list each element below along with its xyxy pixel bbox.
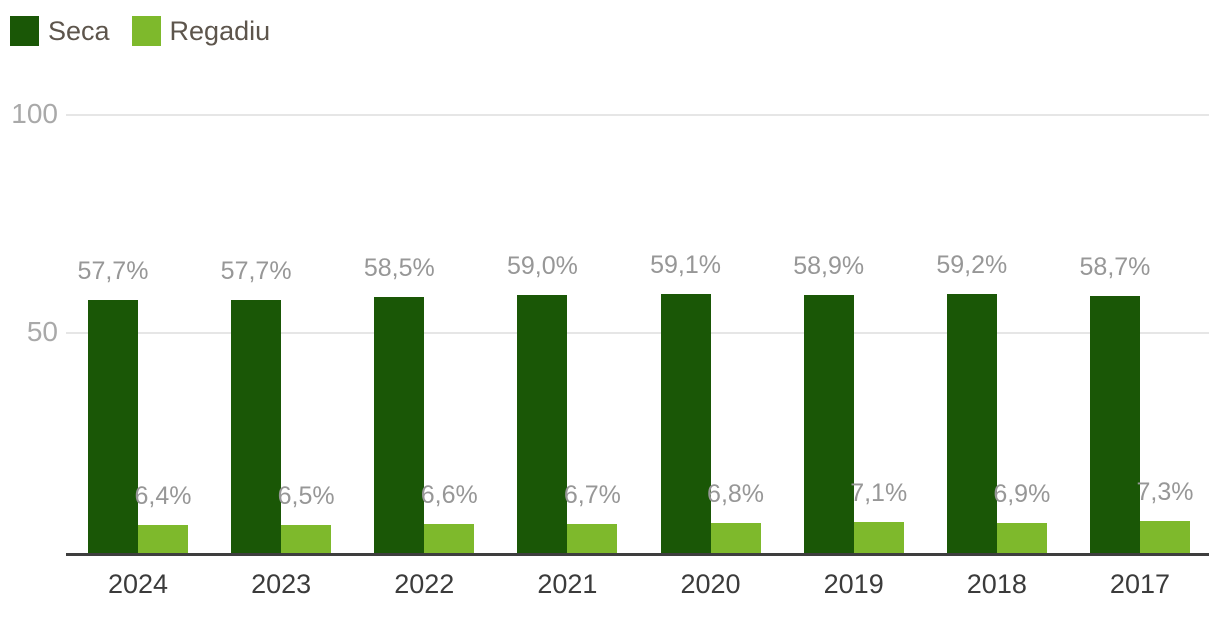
gridline-50	[66, 332, 1209, 334]
bar-regadiu-2020[interactable]	[710, 523, 761, 553]
value-label-seca-2022: 58,5%	[363, 253, 435, 282]
bar-seca-2020[interactable]	[660, 294, 711, 553]
bar-regadiu-2018[interactable]	[996, 522, 1047, 553]
value-label-regadiu-2023: 6,5%	[277, 481, 335, 510]
x-tick-2024: 2024	[107, 569, 169, 599]
x-tick-2017: 2017	[1109, 569, 1170, 599]
bar-regadiu-2022[interactable]	[424, 524, 475, 553]
x-tick-2021: 2021	[537, 569, 598, 599]
legend-item-regadiu[interactable]: Regadiu	[131, 15, 271, 46]
y-tick-100: 100	[11, 98, 58, 129]
gridline-100	[66, 114, 1209, 116]
bar-regadiu-2023[interactable]	[281, 524, 332, 553]
legend: Seca Regadiu	[10, 16, 270, 46]
x-tick-2019: 2019	[823, 569, 884, 599]
x-tick-2022: 2022	[394, 569, 455, 599]
x-tick-2023: 2023	[251, 569, 312, 599]
value-label-seca-2017: 58,7%	[1079, 252, 1151, 281]
x-tick-2018: 2018	[966, 569, 1027, 599]
bar-regadiu-2019[interactable]	[853, 521, 904, 553]
value-label-seca-2018: 59,2%	[936, 250, 1008, 279]
bar-seca-2018[interactable]	[946, 293, 997, 553]
x-tick-2020: 2020	[680, 569, 741, 599]
value-label-regadiu-2024: 6,4%	[134, 481, 192, 510]
value-label-seca-2019: 58,9%	[793, 252, 865, 281]
value-label-regadiu-2020: 6,8%	[707, 480, 765, 509]
bar-seca-2022[interactable]	[374, 296, 425, 553]
value-label-seca-2024: 57,7%	[77, 257, 149, 286]
value-label-seca-2020: 59,1%	[650, 251, 721, 280]
legend-label-seca: Seca	[48, 15, 110, 46]
bar-seca-2023[interactable]	[231, 300, 282, 553]
bar-regadiu-2021[interactable]	[567, 523, 618, 553]
value-label-regadiu-2022: 6,6%	[420, 481, 478, 510]
value-label-regadiu-2021: 6,7%	[563, 480, 621, 509]
value-label-regadiu-2019: 7,1%	[850, 478, 908, 507]
legend-item-seca[interactable]: Seca	[10, 16, 110, 46]
legend-label-regadiu: Regadiu	[169, 15, 271, 46]
value-label-regadiu-2018: 6,9%	[993, 479, 1051, 508]
bar-seca-2024[interactable]	[88, 300, 138, 553]
bar-regadiu-2024[interactable]	[138, 524, 188, 553]
bar-seca-2019[interactable]	[803, 295, 854, 553]
value-label-regadiu-2017: 7,3%	[1136, 478, 1194, 507]
bar-regadiu-2017[interactable]	[1139, 521, 1190, 553]
regadiu-swatch-icon	[131, 16, 161, 46]
y-tick-50: 50	[26, 316, 58, 347]
value-label-seca-2023: 57,7%	[220, 257, 292, 286]
value-label-seca-2021: 59,0%	[506, 251, 578, 280]
seca-swatch-icon	[10, 16, 39, 46]
x-axis-line	[66, 553, 1209, 556]
bar-seca-2017[interactable]	[1089, 295, 1140, 553]
bar-seca-2021[interactable]	[517, 294, 568, 553]
